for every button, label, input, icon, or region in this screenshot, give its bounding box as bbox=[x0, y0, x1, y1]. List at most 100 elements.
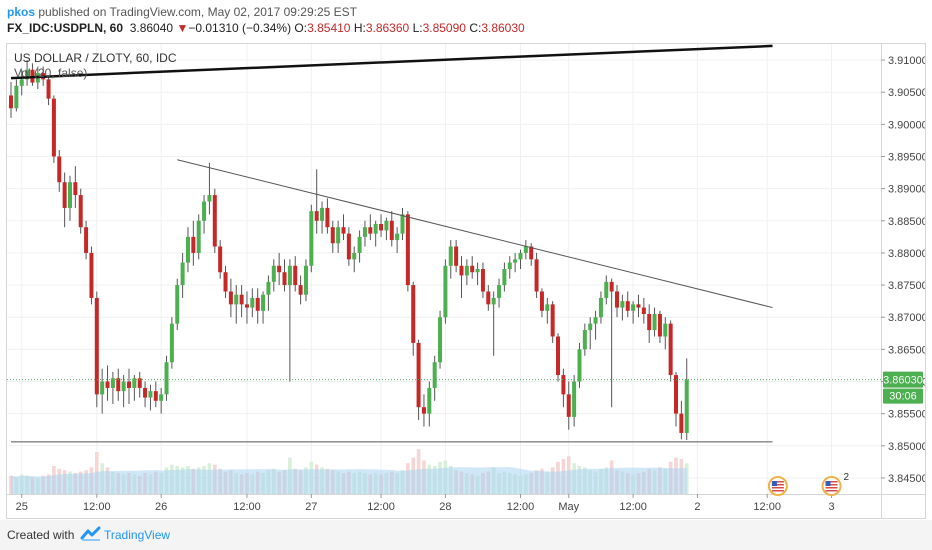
candle bbox=[336, 220, 341, 253]
candle bbox=[255, 288, 260, 324]
candle-body bbox=[298, 285, 303, 295]
countdown-tag bbox=[883, 388, 923, 404]
candle bbox=[395, 227, 400, 253]
candle-body bbox=[277, 265, 282, 273]
candle-body bbox=[73, 182, 78, 196]
candle-body bbox=[126, 381, 131, 388]
candle bbox=[212, 188, 217, 253]
tradingview-logo-icon[interactable] bbox=[80, 526, 102, 542]
candle-body bbox=[625, 301, 630, 311]
candle bbox=[100, 368, 105, 414]
candle bbox=[598, 291, 603, 324]
candle-body bbox=[507, 262, 512, 269]
candle bbox=[250, 288, 255, 318]
flag-stripe bbox=[825, 481, 838, 483]
candle bbox=[51, 95, 56, 163]
flag-stripe bbox=[771, 484, 784, 486]
candle-body bbox=[14, 85, 19, 109]
candle-body bbox=[239, 294, 244, 305]
chart-frame[interactable]: 3.91000 3.90500 3.90000 3.89500 3.89000 3.885… bbox=[6, 43, 926, 519]
candle bbox=[657, 310, 662, 343]
flag-canton bbox=[771, 481, 777, 486]
candle bbox=[25, 60, 30, 86]
low-value: 3.85090 bbox=[422, 21, 466, 35]
time-tick-label: 12:00 bbox=[753, 501, 781, 513]
candle-body bbox=[309, 211, 314, 266]
time-tick-label: 26 bbox=[155, 501, 167, 513]
candle-body bbox=[679, 413, 684, 433]
candle bbox=[529, 243, 534, 266]
candle bbox=[261, 291, 266, 324]
us-flag-event-icon[interactable] bbox=[821, 476, 842, 496]
candle bbox=[325, 198, 330, 234]
us-flag-event-icon[interactable] bbox=[767, 476, 788, 496]
candle bbox=[556, 333, 561, 382]
candle bbox=[497, 278, 502, 308]
candle-body bbox=[132, 378, 137, 388]
candle-body bbox=[325, 207, 330, 228]
candle-body bbox=[244, 304, 249, 308]
candle-body bbox=[486, 291, 491, 305]
last-price-tag-label: 3.86030 bbox=[883, 375, 923, 387]
candle-body bbox=[411, 285, 416, 343]
flag-stripe bbox=[771, 481, 784, 483]
candle bbox=[266, 275, 271, 311]
author-link[interactable]: pkos bbox=[7, 5, 36, 19]
price-tags: 3.86030 30:06 bbox=[883, 371, 923, 404]
candle bbox=[561, 368, 566, 408]
candle bbox=[330, 220, 335, 253]
candle-body bbox=[615, 291, 620, 308]
candle bbox=[277, 252, 282, 286]
candle-body bbox=[657, 314, 662, 337]
candle-body bbox=[266, 281, 271, 295]
candle bbox=[652, 307, 657, 337]
event-badge-ring bbox=[821, 476, 842, 496]
candle bbox=[427, 381, 432, 427]
candle-body bbox=[121, 381, 126, 392]
candle-body bbox=[185, 236, 190, 263]
candle-body bbox=[588, 323, 593, 331]
flag-stripe bbox=[825, 487, 838, 489]
candle bbox=[684, 358, 689, 440]
candle-body bbox=[620, 301, 625, 308]
publish-text: published on TradingView.com, May 02, 20… bbox=[35, 5, 357, 19]
close-label: C: bbox=[469, 21, 482, 35]
symbol-name: FX_IDC:USDPLN, 60 bbox=[7, 21, 124, 35]
flag-stripe bbox=[825, 484, 838, 486]
candle-body bbox=[228, 291, 233, 305]
candle-body bbox=[330, 227, 335, 244]
trendlines bbox=[10, 44, 773, 443]
event-count-label: 2 bbox=[844, 472, 850, 483]
volume-ma-area bbox=[11, 467, 687, 494]
candle bbox=[207, 162, 212, 215]
price-tick-label: 3.87500 bbox=[888, 280, 925, 292]
publish-info: pkos published on TradingView.com, May 0… bbox=[7, 5, 357, 19]
low-label: L: bbox=[412, 21, 423, 35]
candle-body bbox=[78, 195, 83, 228]
volume-bar bbox=[684, 463, 689, 494]
candle bbox=[164, 355, 169, 401]
candle bbox=[202, 195, 207, 234]
volume-indicator-label: Vol (20, false) bbox=[14, 66, 87, 80]
candle bbox=[287, 259, 292, 382]
upper-resistance-trendline[interactable] bbox=[10, 44, 773, 80]
price-axis: 3.91000 3.90500 3.90000 3.89500 3.89000 3.885… bbox=[881, 55, 925, 485]
candle bbox=[566, 381, 571, 430]
candle-body bbox=[153, 391, 158, 401]
candle-body bbox=[443, 265, 448, 318]
price-chart[interactable]: 3.91000 3.90500 3.90000 3.89500 3.89000 3.885… bbox=[7, 44, 925, 518]
close-value: 3.86030 bbox=[481, 21, 525, 35]
candle-body bbox=[105, 381, 110, 388]
descending-resistance-trendline[interactable] bbox=[177, 159, 773, 309]
event-badge-ring bbox=[767, 476, 788, 496]
tradingview-brand[interactable]: TradingView bbox=[104, 528, 171, 542]
candle-body bbox=[534, 259, 539, 292]
price-tick-label: 3.91000 bbox=[888, 55, 925, 67]
candle bbox=[588, 317, 593, 350]
candle bbox=[314, 169, 319, 234]
candle bbox=[545, 297, 550, 324]
candle-body bbox=[320, 207, 325, 221]
candle-body bbox=[175, 285, 180, 324]
price-tick-label: 3.90000 bbox=[888, 119, 925, 131]
candle bbox=[625, 291, 630, 318]
